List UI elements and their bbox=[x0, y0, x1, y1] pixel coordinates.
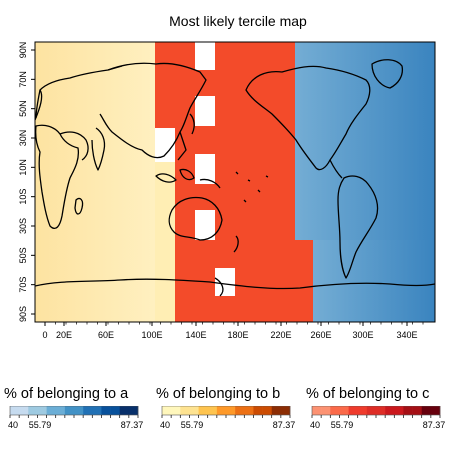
x-tick-label: 100E bbox=[141, 330, 162, 340]
nodata-cell bbox=[215, 268, 235, 296]
color-bar-segment bbox=[189, 406, 199, 415]
color-bar-segment bbox=[83, 406, 93, 415]
color-bar-segment bbox=[128, 406, 139, 415]
color-bar: 40 55.79 87.37 bbox=[8, 406, 144, 430]
legend-title: % of belonging to b bbox=[156, 386, 281, 402]
color-bar-label: 55.79 bbox=[331, 420, 354, 430]
color-bar-segment bbox=[119, 406, 130, 415]
color-bar-segment bbox=[110, 406, 121, 415]
tercile-map: Most likely tercile map bbox=[18, 13, 436, 340]
region-c bbox=[155, 42, 295, 130]
color-bar-segment bbox=[262, 406, 273, 415]
color-bar-label: 55.79 bbox=[181, 420, 204, 430]
x-tick-label: 60E bbox=[98, 330, 114, 340]
region-b-strip bbox=[155, 130, 175, 322]
y-tick-label: 50N bbox=[18, 100, 28, 117]
x-tick-label: 20E bbox=[56, 330, 72, 340]
y-tick-label: 10N bbox=[18, 159, 28, 176]
color-bar: 40 55.79 87.37 bbox=[310, 406, 446, 430]
y-tick-label: 90N bbox=[18, 42, 28, 59]
x-tick-label: 0 bbox=[42, 330, 47, 340]
color-bar-label: 40 bbox=[160, 420, 170, 430]
nodata-cell bbox=[195, 154, 215, 184]
x-tick-label: 220E bbox=[270, 330, 291, 340]
color-bar-segment bbox=[253, 406, 263, 415]
map-title: Most likely tercile map bbox=[169, 13, 307, 29]
color-bar: 40 55.79 87.37 bbox=[160, 406, 296, 430]
y-tick-label: 30S bbox=[18, 218, 28, 234]
color-bar-segment bbox=[55, 406, 66, 415]
nodata-cell bbox=[195, 210, 215, 240]
x-tick-label: 340E bbox=[396, 330, 417, 340]
color-bar-segment bbox=[92, 406, 102, 415]
x-axis: 0 20E 60E 100E 140E 180E 220E 260E 300E 340E bbox=[42, 322, 424, 340]
y-tick-label: 50S bbox=[18, 247, 28, 263]
color-bar-segment bbox=[207, 406, 218, 415]
color-bar-segment bbox=[394, 406, 404, 415]
color-bar-segment bbox=[235, 406, 245, 415]
region-b bbox=[35, 42, 155, 322]
color-bar-label: 87.37 bbox=[273, 420, 296, 430]
color-bar-segment bbox=[403, 406, 413, 415]
x-tick-label: 140E bbox=[185, 330, 206, 340]
x-tick-label: 260E bbox=[310, 330, 331, 340]
color-bar-segment bbox=[162, 406, 172, 415]
color-bar-segment bbox=[244, 406, 254, 415]
nodata-cell bbox=[155, 128, 175, 162]
color-bar-segment bbox=[10, 406, 20, 415]
color-bar-segment bbox=[430, 406, 441, 415]
legend-title: % of belonging to a bbox=[4, 386, 129, 402]
color-bar-segment bbox=[376, 406, 386, 415]
legend-b: % of belonging to b 40 55.79 87.37 bbox=[156, 386, 306, 430]
color-bar-segment bbox=[180, 406, 190, 415]
y-tick-label: 30N bbox=[18, 130, 28, 147]
color-bar-segment bbox=[74, 406, 84, 415]
nodata-cell bbox=[195, 42, 215, 70]
x-tick-label: 180E bbox=[227, 330, 248, 340]
color-bar-segment bbox=[28, 406, 38, 415]
y-tick-label: 10S bbox=[18, 189, 28, 205]
color-bar-segment bbox=[216, 406, 227, 415]
x-tick-label: 300E bbox=[352, 330, 373, 340]
color-bar-segment bbox=[271, 406, 282, 415]
color-bar-label: 87.37 bbox=[423, 420, 446, 430]
color-bar-segment bbox=[321, 406, 331, 415]
region-c-tail bbox=[295, 240, 313, 322]
nodata-cell bbox=[195, 96, 215, 126]
legend-c: % of belonging to c 40 55.79 87.37 bbox=[306, 386, 452, 430]
color-bar-segment bbox=[421, 406, 432, 415]
color-bar-segment bbox=[64, 406, 75, 415]
color-bar-label: 87.37 bbox=[121, 420, 144, 430]
color-bar-segment bbox=[330, 406, 340, 415]
color-bar-label: 40 bbox=[8, 420, 18, 430]
color-bar-segment bbox=[312, 406, 322, 415]
color-bar-segment bbox=[339, 406, 349, 415]
color-bar-segment bbox=[46, 406, 57, 415]
color-bar-segment bbox=[101, 406, 111, 415]
color-bar-segment bbox=[366, 406, 377, 415]
legend-a: % of belonging to a 40 55.79 87.37 bbox=[4, 386, 154, 430]
color-bar-segment bbox=[357, 406, 368, 415]
color-bar-label: 40 bbox=[310, 420, 320, 430]
y-tick-label: 70S bbox=[18, 277, 28, 293]
color-bar-segment bbox=[37, 406, 47, 415]
color-bar-segment bbox=[385, 406, 395, 415]
region-a bbox=[295, 42, 435, 240]
color-bar-segment bbox=[198, 406, 209, 415]
color-bar-segment bbox=[226, 406, 236, 415]
y-axis: 90N 70N 50N 30N 10N 10S 30S 50S 70S 90S bbox=[18, 42, 35, 322]
color-bar-segment bbox=[412, 406, 423, 415]
region-a-lower bbox=[313, 240, 435, 322]
coastlines bbox=[35, 59, 435, 297]
color-bar-segment bbox=[348, 406, 359, 415]
color-bar-segment bbox=[171, 406, 181, 415]
legend-title: % of belonging to c bbox=[306, 386, 430, 402]
y-tick-label: 90S bbox=[18, 306, 28, 322]
color-bar-segment bbox=[280, 406, 291, 415]
color-bar-label: 55.79 bbox=[29, 420, 52, 430]
color-bar-segment bbox=[19, 406, 29, 415]
y-tick-label: 70N bbox=[18, 71, 28, 88]
plot-frame bbox=[34, 41, 436, 323]
